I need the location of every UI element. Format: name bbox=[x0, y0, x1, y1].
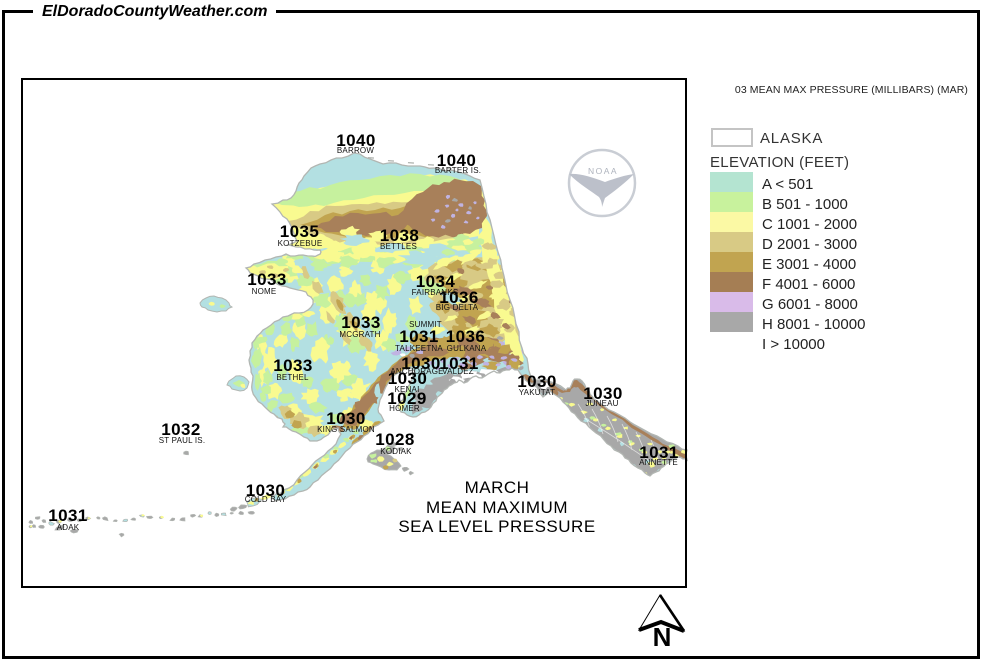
svg-text:NOAA: NOAA bbox=[588, 166, 618, 176]
